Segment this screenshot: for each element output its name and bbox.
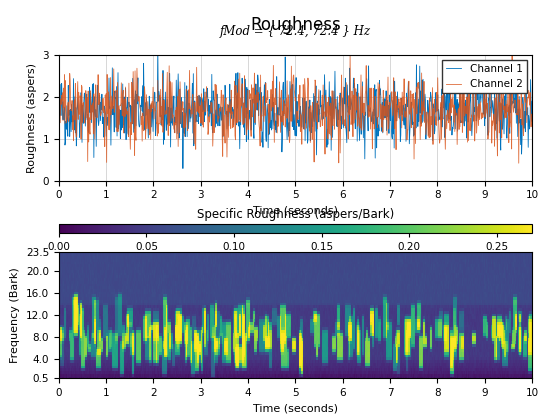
- Channel 2: [381, 105, 388, 110]
- Channel 1: [426, 132, 432, 137]
- Title: Roughness: Roughness: [250, 16, 341, 34]
- Channel 2: [247, 91, 254, 96]
- X-axis label: Time (seconds): Time (seconds): [253, 403, 338, 413]
- Channel 1: [180, 166, 186, 171]
- Y-axis label: Frequency (Bark): Frequency (Bark): [10, 267, 20, 363]
- Text: fMod = { 72.4, 72.4 } Hz: fMod = { 72.4, 72.4 } Hz: [220, 25, 371, 38]
- Channel 2: [425, 134, 432, 139]
- Channel 2: [104, 72, 110, 77]
- Channel 1: [55, 100, 62, 105]
- X-axis label: Time (seconds): Time (seconds): [253, 206, 338, 216]
- Channel 2: [515, 160, 522, 165]
- Channel 1: [434, 108, 441, 113]
- Channel 1: [155, 44, 161, 49]
- Channel 2: [433, 90, 440, 95]
- Channel 2: [55, 84, 62, 89]
- Line: Channel 1: Channel 1: [59, 46, 532, 168]
- Legend: Channel 1, Channel 2: Channel 1, Channel 2: [442, 60, 527, 93]
- Y-axis label: Roughness (aspers): Roughness (aspers): [27, 63, 37, 173]
- Channel 2: [347, 52, 353, 58]
- Channel 1: [104, 115, 110, 120]
- Channel 1: [248, 128, 254, 133]
- Channel 2: [529, 122, 535, 127]
- Channel 2: [264, 97, 270, 102]
- Title: Specific Roughness (aspers/Bark): Specific Roughness (aspers/Bark): [197, 208, 394, 221]
- Channel 1: [265, 145, 272, 150]
- Line: Channel 2: Channel 2: [59, 55, 532, 163]
- Channel 1: [381, 96, 388, 101]
- Channel 1: [529, 99, 535, 104]
